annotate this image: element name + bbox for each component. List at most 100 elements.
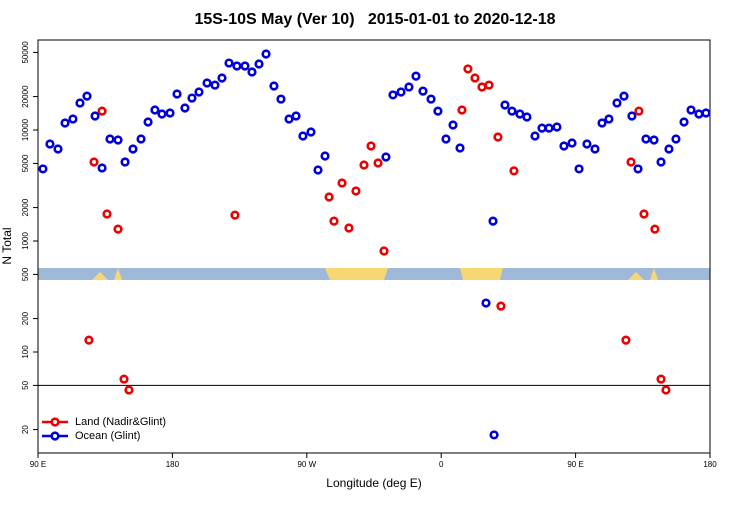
point <box>701 108 711 118</box>
point <box>124 385 134 395</box>
point <box>157 109 167 119</box>
point <box>441 134 451 144</box>
point <box>324 192 334 202</box>
point <box>224 58 234 68</box>
point <box>396 87 406 97</box>
y-axis-label: N Total <box>0 227 14 264</box>
point <box>38 164 48 174</box>
point <box>143 117 153 127</box>
point <box>500 100 510 110</box>
point <box>60 118 70 128</box>
point <box>567 138 577 148</box>
y-tick-label: 10000 <box>21 118 30 141</box>
point <box>53 144 63 154</box>
point <box>291 111 301 121</box>
point <box>507 106 517 116</box>
x-tick-label: 90 E <box>567 460 583 469</box>
point <box>426 94 436 104</box>
point <box>240 61 250 71</box>
point <box>337 178 347 188</box>
point <box>82 91 92 101</box>
land-strip <box>92 268 122 280</box>
legend-label: Ocean (Glint) <box>75 430 140 442</box>
point <box>136 134 146 144</box>
point <box>102 209 112 219</box>
point <box>477 82 487 92</box>
point <box>493 132 503 142</box>
point <box>537 123 547 133</box>
point <box>366 141 376 151</box>
point <box>489 430 499 440</box>
point <box>679 117 689 127</box>
point <box>455 143 465 153</box>
point <box>351 186 361 196</box>
point <box>649 135 659 145</box>
land-strip <box>325 268 388 280</box>
point <box>470 73 480 83</box>
point <box>150 105 160 115</box>
point <box>509 166 519 176</box>
point <box>359 160 369 170</box>
point <box>627 111 637 121</box>
point <box>633 164 643 174</box>
point <box>84 335 94 345</box>
point <box>641 134 651 144</box>
point <box>612 98 622 108</box>
point <box>269 81 279 91</box>
point <box>463 64 473 74</box>
point <box>202 78 212 88</box>
point <box>639 209 649 219</box>
point <box>194 87 204 97</box>
point <box>664 144 674 154</box>
point <box>656 374 666 384</box>
point <box>404 82 414 92</box>
x-tick-label: 0 <box>439 460 444 469</box>
y-tick-label: 500 <box>21 267 30 281</box>
point <box>165 108 175 118</box>
point <box>379 246 389 256</box>
point <box>276 94 286 104</box>
point <box>180 103 190 113</box>
y-tick-label: 2000 <box>21 198 30 216</box>
point <box>298 131 308 141</box>
point <box>217 73 227 83</box>
point <box>120 157 130 167</box>
y-tick-label: 5000 <box>21 154 30 172</box>
point <box>661 385 671 395</box>
point <box>313 165 323 175</box>
point <box>488 216 498 226</box>
y-tick-label: 1000 <box>21 232 30 250</box>
point <box>418 86 428 96</box>
point <box>457 105 467 115</box>
point <box>694 109 704 119</box>
point <box>329 216 339 226</box>
chart-title: 15S-10S May (Ver 10) 2015-01-01 to 2020-… <box>194 11 555 28</box>
point <box>656 157 666 167</box>
point <box>634 106 644 116</box>
point <box>210 80 220 90</box>
y-tick-label: 20000 <box>21 85 30 108</box>
point <box>574 164 584 174</box>
point <box>97 106 107 116</box>
y-tick-label: 20 <box>21 425 30 434</box>
point <box>373 158 383 168</box>
point <box>530 131 540 141</box>
point <box>671 134 681 144</box>
point <box>90 111 100 121</box>
point <box>232 61 242 71</box>
point <box>89 157 99 167</box>
point <box>306 127 316 137</box>
point <box>686 105 696 115</box>
point <box>621 335 631 345</box>
point <box>75 98 85 108</box>
point <box>128 144 138 154</box>
point <box>388 90 398 100</box>
legend-label: Land (Nadir&Glint) <box>75 416 166 428</box>
y-tick-label: 100 <box>21 345 30 359</box>
point <box>230 210 240 220</box>
point <box>650 224 660 234</box>
point <box>254 59 264 69</box>
point <box>261 49 271 59</box>
point <box>105 134 115 144</box>
